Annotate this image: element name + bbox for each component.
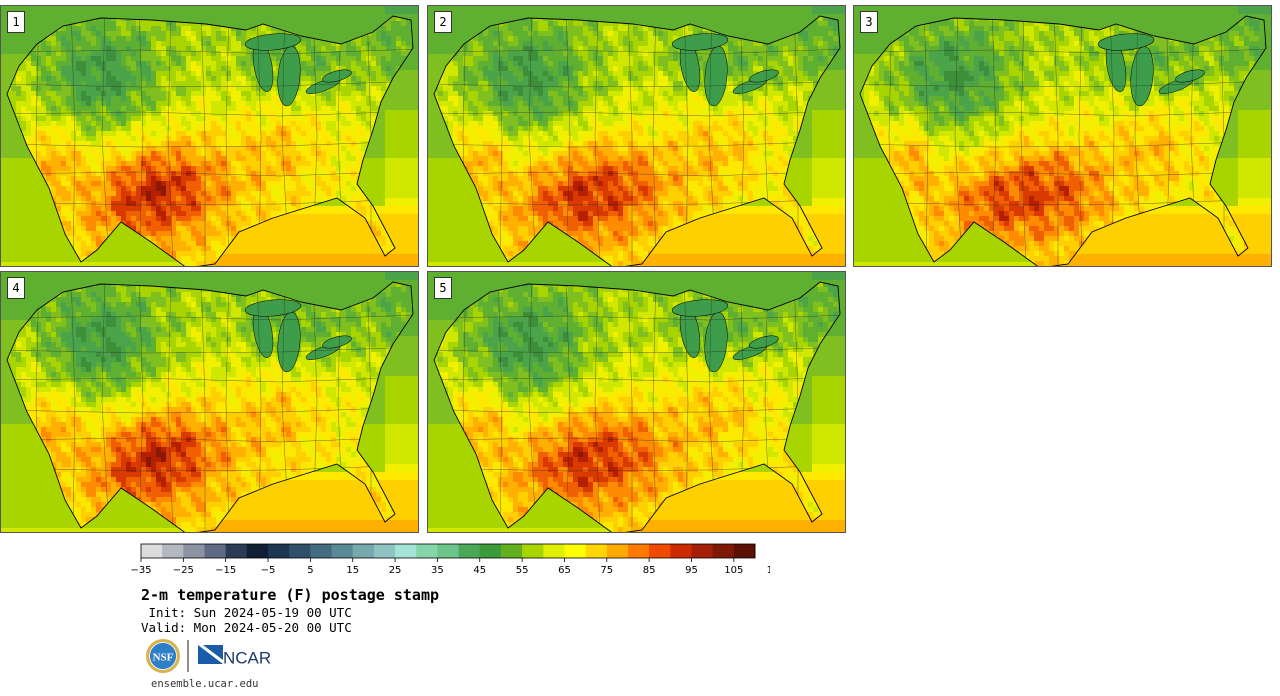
colorbar-swatch [331,544,354,558]
colorbar-swatch [500,544,523,558]
figure-title: 2-m temperature (F) postage stamp [141,586,439,604]
logos: NSF NCAR [146,639,271,673]
temperature-colorbar: −35 −25 −15 −5 5 15 25 35 45 55 65 75 85 95 105 115 [130,543,770,576]
colorbar-tick-label: 25 [389,565,402,576]
colorbar-swatch [437,544,460,558]
coastline [859,15,1267,266]
colorbar-swatch [564,544,587,558]
lake-outline [322,335,352,349]
coastline [6,281,414,532]
colorbar-swatch [627,544,650,558]
colorbar-swatch [733,544,756,558]
colorbar-frame [140,543,756,559]
colorbar-swatch [352,544,375,558]
colorbar-swatch [585,544,608,558]
temperature-map [428,272,845,532]
colorbar-swatch [141,544,163,558]
colorbar-tick-label: 5 [307,565,313,576]
state-borders [860,16,1266,266]
colorbar-tick-label: 65 [558,565,571,576]
lake-outline [749,69,779,83]
colorbar-swatches [140,543,756,559]
colorbar-tick-label: 95 [685,565,698,576]
state-borders [434,16,840,266]
colorbar-tick-label: −15 [215,565,236,576]
colorbar-ticks: −35 −25 −15 −5 5 15 25 35 45 55 65 75 85 95 105 115 [130,558,770,576]
colorbar-swatch [373,544,396,558]
colorbar-swatch [268,544,290,558]
lake-outline [1097,33,1155,51]
state-borders [7,16,413,266]
colorbar-swatch [395,544,417,558]
colorbar-swatch [183,544,206,558]
colorbar-swatch [670,544,692,558]
colorbar-tick-label: 55 [516,565,529,576]
colorbar-tick-label: 15 [346,565,359,576]
lake-outline [671,299,729,317]
valid-time: Valid: Mon 2024-05-20 00 UTC [141,620,352,635]
colorbar-tick-label: 75 [600,565,613,576]
colorbar-swatch [204,544,227,558]
colorbar-tick-label: −5 [261,565,276,576]
colorbar-swatch [289,544,311,558]
colorbar-swatch [246,544,269,558]
lake-outline [322,69,352,83]
colorbar-tick-label: 105 [724,565,743,576]
coastline [433,15,841,266]
colorbar-swatch [649,544,671,558]
temperature-map [854,6,1271,266]
member-label: 4 [7,277,25,299]
temperature-map [428,6,845,266]
colorbar-tick-label: 45 [473,565,486,576]
lake-outline [244,299,302,317]
postage-stamp-map-1: 1 [0,5,419,267]
postage-stamp-map-3: 3 [853,5,1272,267]
lake-outline [1175,69,1205,83]
colorbar-swatch [691,544,714,558]
postage-stamp-map-4: 4 [0,271,419,533]
colorbar-swatch [522,544,544,558]
colorbar-swatch [416,544,438,558]
nsf-logo-icon: NSF [146,639,180,673]
lake-outline [671,33,729,51]
colorbar-tick-label: 115 [767,565,770,576]
colorbar-swatch [479,544,502,558]
member-label: 5 [434,277,452,299]
postage-stamp-map-2: 2 [427,5,846,267]
colorbar-tick-label: −35 [130,565,151,576]
init-time: Init: Sun 2024-05-19 00 UTC [141,605,352,620]
coastline [433,281,841,532]
colorbar-swatch [458,544,481,558]
colorbar-tick-label: 35 [431,565,444,576]
colorbar-swatch [225,544,248,558]
coastline [6,15,414,266]
lake-outline [244,33,302,51]
lake-outline [749,335,779,349]
colorbar-swatch [162,544,184,558]
colorbar-swatch [543,544,565,558]
member-label: 1 [7,11,25,33]
temperature-map [1,272,418,532]
colorbar-tick-label: −25 [173,565,194,576]
member-label: 3 [860,11,878,33]
temperature-map [1,6,418,266]
postage-stamp-map-5: 5 [427,271,846,533]
colorbar-swatch [712,544,735,558]
colorbar-swatch [310,544,333,558]
land-field [434,282,840,532]
colorbar-swatch [606,544,629,558]
ncar-logo-icon: NCAR [198,645,271,668]
colorbar-tick-label: 85 [643,565,656,576]
member-label: 2 [434,11,452,33]
site-url: ensemble.ucar.edu [151,678,258,690]
